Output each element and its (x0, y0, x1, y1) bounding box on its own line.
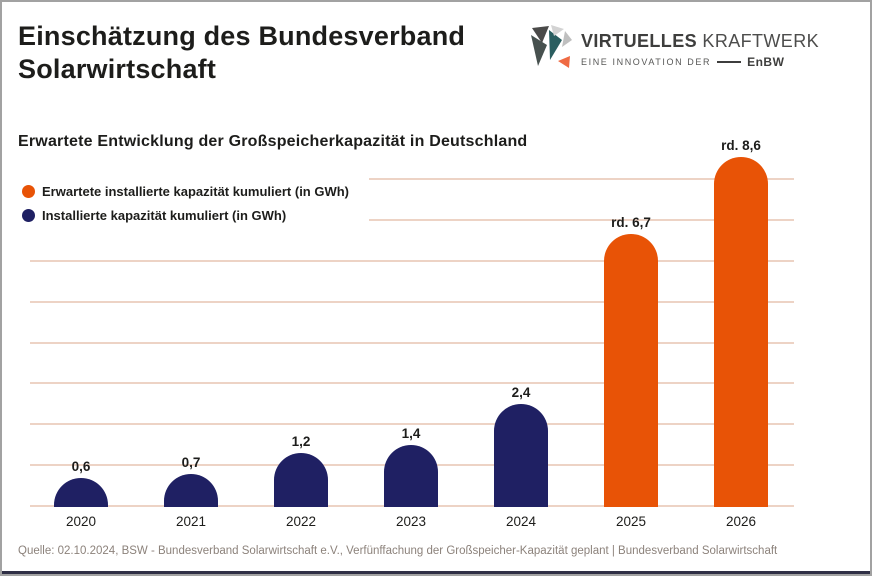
bar-2024 (494, 404, 548, 507)
enbw-dash-icon (717, 61, 742, 63)
gridline (30, 382, 794, 384)
x-axis-label: 2023 (395, 514, 427, 529)
bar-value-label: 0,7 (181, 455, 201, 470)
legend-label: Erwartete installierte kapazität kumulie… (42, 184, 350, 199)
bar-value-label: rd. 8,6 (721, 138, 761, 153)
legend-label: Installierte kapazität kumuliert (in GWh… (42, 208, 287, 223)
x-axis-label: 2024 (505, 514, 537, 529)
page-title: Einschätzung des Bundesverband Solarwirt… (18, 20, 465, 86)
gridline (30, 342, 794, 344)
x-axis-label: 2022 (285, 514, 317, 529)
x-axis-label: 2026 (725, 514, 757, 529)
bar-2021 (164, 474, 218, 507)
gridline (30, 178, 794, 180)
bar-2026 (714, 157, 768, 507)
bar-2023 (384, 445, 438, 507)
logo-mark-icon (531, 25, 572, 68)
gridline (30, 260, 794, 262)
bar-2020 (54, 478, 108, 507)
legend-item: Installierte kapazität kumuliert (in GWh… (22, 208, 349, 223)
logo-tagline-text: EINE INNOVATION DER (581, 57, 712, 67)
logo-text: VIRTUELLES KRAFTWERK EINE INNOVATION DER… (581, 24, 819, 69)
page-title-line2: Solarwirtschaft (18, 54, 217, 84)
chart-legend: Erwartete installierte kapazität kumulie… (14, 172, 370, 233)
gridline (30, 219, 794, 221)
bar-value-label: rd. 6,7 (611, 215, 651, 230)
legend-swatch-icon (22, 209, 35, 222)
enbw-brand: EnBW (747, 55, 785, 69)
bar-value-label: 0,6 (71, 459, 91, 474)
bar-value-label: 2,4 (511, 385, 531, 400)
legend-item: Erwartete installierte kapazität kumulie… (22, 184, 349, 199)
x-axis-label: 2025 (615, 514, 647, 529)
logo: VIRTUELLES KRAFTWERK EINE INNOVATION DER… (526, 24, 819, 74)
logo-tagline: EINE INNOVATION DER EnBW (581, 55, 819, 69)
gridline (30, 423, 794, 425)
logo-wordmark: VIRTUELLES KRAFTWERK (581, 31, 819, 52)
source-note: Quelle: 02.10.2024, BSW - Bundesverband … (18, 545, 778, 557)
logo-wordmark-bold: VIRTUELLES (581, 31, 698, 51)
legend-swatch-icon (22, 185, 35, 198)
gridline (30, 301, 794, 303)
page-title-line1: Einschätzung des Bundesverband (18, 21, 466, 51)
bar-value-label: 1,4 (401, 426, 421, 441)
x-axis-label: 2020 (65, 514, 97, 529)
chart-title: Erwartete Entwicklung der Großspeicherka… (18, 133, 528, 150)
bar-2022 (274, 453, 328, 507)
bar-value-label: 1,2 (291, 434, 311, 449)
x-axis-label: 2021 (175, 514, 207, 529)
logo-wordmark-regular: KRAFTWERK (702, 31, 820, 51)
bar-2025 (604, 234, 658, 507)
bottom-accent-bar (2, 571, 870, 574)
